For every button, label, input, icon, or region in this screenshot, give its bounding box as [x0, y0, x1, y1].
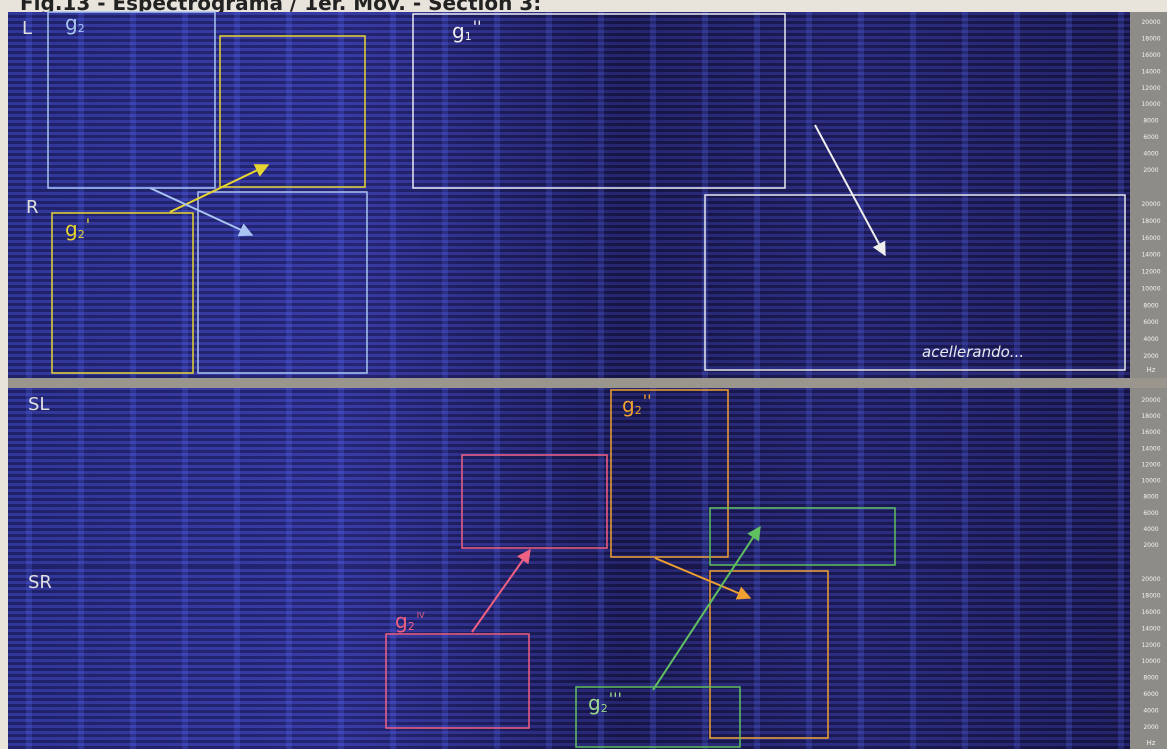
- box: [48, 12, 215, 188]
- freq-tick-label: 18000: [1141, 35, 1160, 42]
- group-prime: ''': [609, 689, 622, 708]
- freq-tick-label: 10000: [1141, 101, 1160, 108]
- freq-tick-label: 10000: [1141, 478, 1160, 485]
- freq-tick-label: 14000: [1141, 625, 1160, 632]
- group-label: g2': [65, 215, 90, 241]
- freq-tick-label: 10000: [1141, 285, 1160, 292]
- group-sub: 2: [78, 22, 85, 35]
- freq-tick-label: 8000: [1143, 302, 1158, 309]
- group-letter: g: [65, 217, 78, 241]
- freq-tick-label: 6000: [1143, 691, 1158, 698]
- freq-tick-label: 4000: [1143, 526, 1158, 533]
- freq-tick-label: 16000: [1141, 609, 1160, 616]
- group-sub: 2: [635, 404, 642, 417]
- freq-tick-label: 10000: [1141, 658, 1160, 665]
- freq-tick-label: 6000: [1143, 134, 1158, 141]
- group-letter: g: [622, 393, 635, 417]
- freq-tick-label: 8000: [1143, 118, 1158, 125]
- freq-tick-label: 6000: [1143, 319, 1158, 326]
- box: [462, 455, 607, 548]
- freq-tick-label: 14000: [1141, 445, 1160, 452]
- freq-tick-label: 4000: [1143, 336, 1158, 343]
- axis-unit: Hz: [1147, 366, 1156, 374]
- arrows: [150, 125, 885, 690]
- panel-label: R: [26, 197, 39, 218]
- freq-tick-label: 18000: [1141, 413, 1160, 420]
- arrow: [472, 550, 530, 632]
- box: [705, 195, 1125, 370]
- group-prime: '': [643, 391, 652, 410]
- annotation: acellerando...: [922, 343, 1024, 361]
- freq-tick-label: 18000: [1141, 592, 1160, 599]
- freq-tick-label: 18000: [1141, 218, 1160, 225]
- panel-label: SL: [28, 394, 49, 415]
- group-sub: 2: [78, 228, 85, 241]
- group-label: g2''': [588, 689, 622, 715]
- freq-tick-label: 12000: [1141, 642, 1160, 649]
- freq-tick-label: 8000: [1143, 675, 1158, 682]
- freq-tick-label: 20000: [1141, 397, 1160, 404]
- arrow: [150, 188, 252, 235]
- panel-label: L: [22, 18, 32, 39]
- group-label: g2'': [622, 391, 652, 417]
- freq-tick-label: 8000: [1143, 494, 1158, 501]
- freq-tick-label: 12000: [1141, 269, 1160, 276]
- freq-tick-label: 2000: [1143, 167, 1158, 174]
- box: [386, 634, 529, 728]
- boxes: [48, 12, 1125, 747]
- freq-tick-label: 2000: [1143, 542, 1158, 549]
- freq-tick-label: 20000: [1141, 19, 1160, 26]
- group-sup: IV: [417, 611, 425, 620]
- axis-unit: Hz: [1147, 739, 1156, 747]
- box: [710, 571, 828, 738]
- group-letter: g: [65, 11, 78, 35]
- box: [198, 192, 367, 373]
- box: [220, 36, 365, 187]
- freq-tick-label: 14000: [1141, 252, 1160, 259]
- freq-tick-label: 6000: [1143, 510, 1158, 517]
- overlay: L R SL SR acellerando... Hz Hz g2g1''g2'…: [0, 0, 1167, 749]
- freq-tick-label: 2000: [1143, 353, 1158, 360]
- freq-tick-label: 16000: [1141, 429, 1160, 436]
- group-prime: ': [86, 215, 90, 234]
- group-label: g1'': [452, 17, 482, 43]
- freq-tick-label: 12000: [1141, 461, 1160, 468]
- freq-tick-label: 4000: [1143, 708, 1158, 715]
- arrow: [815, 125, 885, 255]
- group-label: g2: [65, 11, 85, 35]
- group-letter: g: [395, 609, 408, 633]
- freq-tick-label: 20000: [1141, 201, 1160, 208]
- group-letter: g: [588, 691, 601, 715]
- freq-tick-label: 14000: [1141, 68, 1160, 75]
- group-prime: '': [473, 17, 482, 36]
- arrow: [653, 527, 760, 690]
- group-letter: g: [452, 19, 465, 43]
- freq-tick-label: 16000: [1141, 235, 1160, 242]
- group-sub: 1: [465, 30, 472, 43]
- figure: Fig.13 - Espectrograma / 1er. Mov. - Sec…: [0, 0, 1167, 749]
- group-sub: 2: [601, 702, 608, 715]
- freq-tick-label: 4000: [1143, 151, 1158, 158]
- freq-tick-label: 2000: [1143, 724, 1158, 731]
- freq-tick-label: 20000: [1141, 576, 1160, 583]
- freq-tick-label: 12000: [1141, 85, 1160, 92]
- box: [710, 508, 895, 565]
- freq-tick-label: 16000: [1141, 52, 1160, 59]
- group-label: g2IV: [395, 609, 425, 633]
- panel-label: SR: [28, 572, 52, 593]
- group-sub: 2: [408, 620, 415, 633]
